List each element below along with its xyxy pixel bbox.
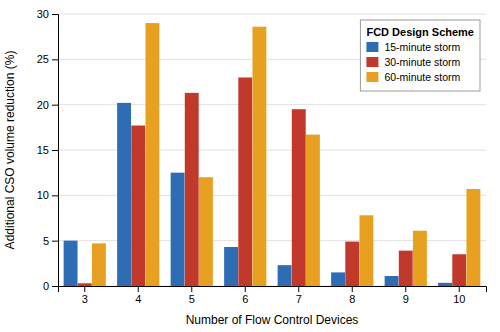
- axis-line: [59, 287, 487, 293]
- bar: [78, 283, 92, 286]
- bar: [131, 126, 145, 286]
- bars: [64, 23, 481, 286]
- legend-swatch: [366, 72, 378, 82]
- legend-label: 15-minute storm: [384, 41, 460, 53]
- legend-item: 15-minute storm: [366, 41, 460, 53]
- x-tick: 6: [242, 286, 248, 305]
- bar: [185, 93, 199, 286]
- bar: [438, 283, 452, 286]
- y-tick: 15: [37, 144, 58, 156]
- bar: [224, 247, 238, 286]
- bar: [238, 77, 252, 286]
- x-tick: 9: [403, 286, 409, 305]
- grid: [58, 14, 486, 286]
- bar: [199, 177, 213, 286]
- bar: [359, 215, 373, 286]
- x-tick: 3: [82, 286, 88, 305]
- x-tick: 7: [296, 286, 302, 305]
- y-tick: 10: [37, 189, 58, 201]
- bar: [145, 23, 159, 286]
- tick-label: 20: [37, 99, 49, 111]
- legend-item: 60-minute storm: [366, 71, 460, 83]
- legend-label: 30-minute storm: [384, 56, 460, 68]
- axis-line: [52, 15, 59, 287]
- bar: [413, 231, 427, 286]
- tick-mark: [52, 195, 58, 196]
- bar-series: [92, 23, 480, 286]
- bar: [331, 272, 345, 286]
- legend-swatch: [366, 42, 378, 52]
- tick-label: 0: [43, 280, 49, 292]
- tick-label: 15: [37, 144, 49, 156]
- bar: [64, 241, 78, 286]
- bar: [92, 243, 106, 286]
- tick-mark: [352, 286, 353, 292]
- x-tick: 5: [189, 286, 195, 305]
- tick-mark: [52, 14, 58, 15]
- x-tick: 4: [135, 286, 141, 305]
- bar: [345, 242, 359, 286]
- tick-label: 3: [82, 293, 88, 305]
- y-tick: 25: [37, 53, 58, 65]
- tick-label: 8: [349, 293, 355, 305]
- tick-label: 4: [135, 293, 141, 305]
- tick-mark: [191, 286, 192, 292]
- tick-mark: [52, 105, 58, 106]
- tick-mark: [52, 59, 58, 60]
- tick-label: 6: [242, 293, 248, 305]
- legend-frame: [360, 20, 480, 91]
- y-tick: 20: [37, 99, 58, 111]
- grid-line: [58, 14, 486, 15]
- tick-label: 7: [296, 293, 302, 305]
- tick-label: 10: [37, 189, 49, 201]
- bar: [385, 276, 399, 286]
- bar: [399, 251, 413, 286]
- tick-label: 5: [43, 235, 49, 247]
- y-axis: 0 5 10 15 20 25 30: [37, 8, 59, 292]
- y-tick: 30: [37, 8, 58, 20]
- bar: [278, 265, 292, 286]
- tick-label: 5: [189, 293, 195, 305]
- bar: [466, 189, 480, 286]
- x-tick: 10: [453, 286, 465, 305]
- legend-item: 30-minute storm: [366, 56, 460, 68]
- tick-mark: [245, 286, 246, 292]
- bar: [117, 103, 131, 286]
- bar: [452, 254, 466, 286]
- tick-label: 10: [453, 293, 465, 305]
- bar: [171, 173, 185, 286]
- x-axis: 3 4 5 6 7 8 9 10: [59, 286, 487, 305]
- tick-mark: [298, 286, 299, 292]
- tick-mark: [52, 286, 58, 287]
- tick-label: 9: [403, 293, 409, 305]
- tick-mark: [84, 286, 85, 292]
- legend-swatch: [366, 57, 378, 67]
- plot: 3 4 5 6 7 8 9 10 0 5 10 15 20 25 30 FCD Design Scheme 15…: [37, 8, 487, 305]
- bar-series: [78, 77, 466, 286]
- tick-label: 30: [37, 8, 49, 20]
- x-tick: 8: [349, 286, 355, 305]
- legend-title: FCD Design Scheme: [366, 26, 474, 38]
- x-axis-title: Number of Flow Control Devices: [186, 313, 359, 327]
- legend: FCD Design Scheme 15-minute storm 30-minut…: [360, 20, 480, 91]
- chart: 3 4 5 6 7 8 9 10 0 5 10 15 20 25 30 FCD Design Scheme 15…: [0, 0, 500, 332]
- bar: [306, 135, 320, 286]
- y-tick: 0: [43, 280, 58, 292]
- tick-mark: [405, 286, 406, 292]
- bar: [292, 109, 306, 286]
- tick-label: 25: [37, 53, 49, 65]
- tick-mark: [52, 241, 58, 242]
- y-axis-title: Additional CSO volume reduction (%): [3, 51, 17, 250]
- tick-mark: [459, 286, 460, 292]
- tick-mark: [138, 286, 139, 292]
- bar: [252, 27, 266, 286]
- legend-label: 60-minute storm: [384, 71, 460, 83]
- y-tick: 5: [43, 235, 58, 247]
- tick-mark: [52, 150, 58, 151]
